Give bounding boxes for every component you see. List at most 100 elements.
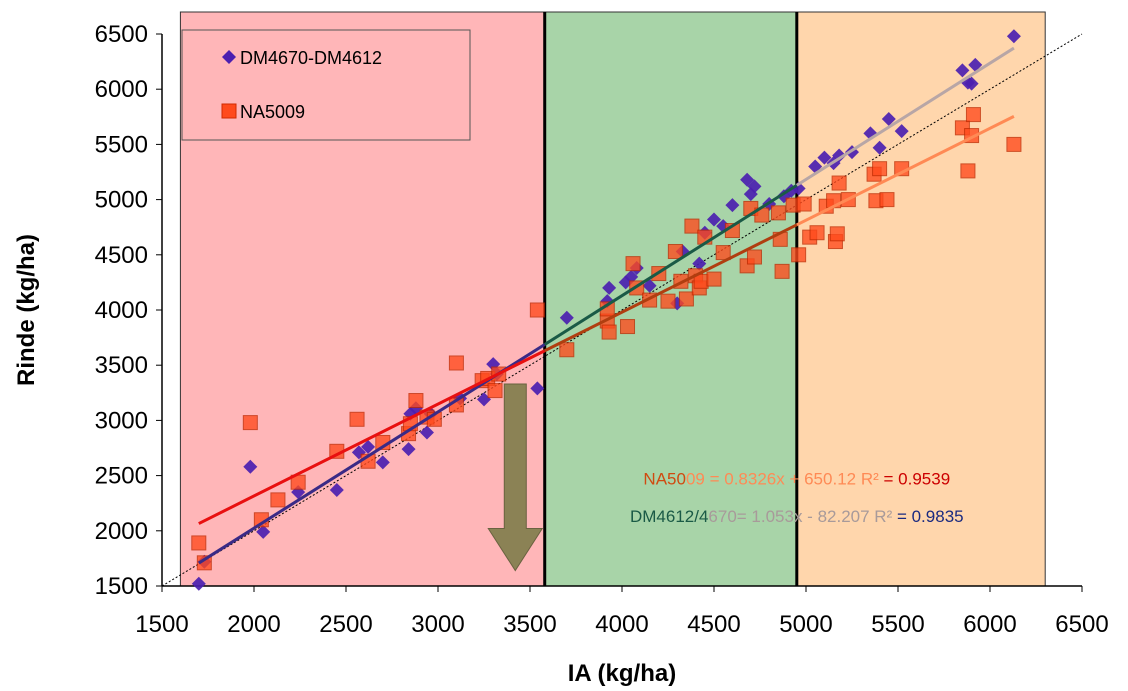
point-na-35 — [684, 218, 700, 234]
point-dm-21 — [602, 280, 617, 295]
y-tick-label-8: 5500 — [95, 131, 148, 158]
point-na-1 — [196, 555, 212, 571]
trendline-0-seg-1 — [543, 183, 798, 346]
down-arrow — [487, 383, 544, 572]
point-dm-8 — [375, 455, 390, 470]
point-dm-2 — [243, 459, 258, 474]
point-na-26 — [620, 319, 636, 335]
trendlines-layer — [197, 46, 1015, 565]
point-na-40 — [706, 271, 722, 287]
point-na-49 — [774, 263, 790, 279]
point-na-52 — [796, 196, 812, 212]
point-dm-15 — [477, 392, 491, 407]
legend: DM4670-DM4612 NA5009 — [181, 29, 471, 141]
x-tick-label-1: 2000 — [227, 611, 280, 638]
point-dm-28 — [692, 256, 707, 271]
point-na-4 — [270, 492, 286, 508]
point-dm-47 — [881, 112, 896, 127]
y-tick-label-1: 2000 — [95, 518, 148, 545]
equation-0: NA5009 = 0.8326x + 650.12 R² = 0.9539 — [643, 469, 950, 488]
y-ticks: 1500 2000 2500 3000 3500 4000 4500 5000 5500 6000… — [95, 21, 162, 600]
point-na-22 — [559, 342, 575, 358]
y-tick-label-4: 3500 — [95, 352, 148, 379]
y-tick-label-6: 4500 — [95, 242, 148, 269]
zone-2 — [796, 11, 1046, 587]
trendline-0-seg-2 — [795, 46, 1015, 187]
point-dm-46 — [872, 140, 887, 155]
point-na-7 — [349, 411, 365, 427]
point-na-16 — [448, 355, 464, 371]
point-dm-32 — [725, 198, 740, 213]
point-na-31 — [660, 293, 676, 309]
legend-label-dm: DM4670-DM4612 — [240, 48, 382, 68]
legend-box — [181, 29, 471, 141]
point-dm-12 — [419, 425, 434, 440]
point-na-2 — [242, 415, 258, 431]
point-na-58 — [829, 226, 845, 242]
point-dm-52 — [968, 57, 983, 72]
point-dm-18 — [530, 381, 545, 396]
equations-layer: NA5009 = 0.8326x + 650.12 R² = 0.9539 DM4… — [630, 469, 964, 526]
x-tick-label-7: 5000 — [779, 611, 832, 638]
point-na-47 — [770, 205, 786, 221]
point-na-69 — [965, 107, 981, 123]
x-tick-label-0: 1500 — [135, 611, 188, 638]
trendline-1-seg-1 — [544, 223, 798, 353]
point-dm-23 — [624, 269, 639, 284]
point-na-64 — [879, 192, 895, 208]
point-na-32 — [667, 243, 683, 259]
point-na-54 — [809, 225, 825, 241]
point-na-34 — [678, 291, 694, 307]
point-dm-0 — [191, 576, 206, 591]
point-na-27 — [625, 256, 641, 272]
x-tick-label-8: 5500 — [871, 611, 924, 638]
legend-marker-dm — [222, 50, 236, 64]
point-na-45 — [746, 249, 762, 265]
identity-line-layer — [161, 33, 1083, 587]
x-tick-label-9: 6000 — [963, 611, 1016, 638]
equation-0-part-0: NA50 — [643, 469, 686, 488]
arrow-layer — [487, 383, 544, 572]
point-dm-51 — [964, 76, 979, 91]
y-axis-title: Rinde (kg/ha) — [13, 234, 40, 386]
point-dm-3 — [256, 524, 271, 539]
x-ticks: 1500 2000 2500 3000 3500 4000 4500 5000 5500 6000… — [135, 586, 1109, 638]
point-na-0 — [191, 535, 207, 551]
point-na-51 — [791, 247, 807, 263]
point-dm-5 — [329, 482, 344, 497]
legend-label-na: NA5009 — [240, 102, 305, 122]
equation-0-part-2: = 0.9539 — [884, 469, 951, 488]
point-na-59 — [831, 175, 847, 191]
point-dm-19 — [559, 310, 574, 325]
trendline-1-seg-2 — [796, 115, 1015, 227]
x-tick-label-4: 3500 — [503, 611, 556, 638]
legend-marker-na — [221, 103, 237, 119]
x-tick-label-10: 6500 — [1055, 611, 1108, 638]
x-tick-label-6: 4500 — [687, 611, 740, 638]
point-na-21 — [529, 302, 545, 318]
point-dm-30 — [707, 212, 721, 227]
point-dm-41 — [817, 150, 832, 165]
equation-1-part-0: DM4612/4 — [630, 507, 708, 526]
equation-1-part-1: 670= 1.053x - 82.207 R² — [708, 507, 897, 526]
y-tick-label-0: 1500 — [95, 573, 148, 600]
y-tick-label-5: 4000 — [95, 297, 148, 324]
equation-1: DM4612/4670= 1.053x - 82.207 R² = 0.9835 — [630, 507, 964, 526]
point-dm-48 — [894, 124, 909, 139]
y-tick-label-7: 5000 — [95, 187, 148, 214]
trendline-1-seg-0 — [198, 349, 546, 525]
x-axis-title: IA (kg/ha) — [568, 660, 676, 687]
point-dm-7 — [361, 439, 376, 454]
point-na-63 — [872, 161, 888, 177]
point-na-19 — [487, 383, 503, 399]
x-tick-label-5: 4000 — [595, 611, 648, 638]
point-na-25 — [601, 324, 617, 340]
point-na-70 — [1006, 136, 1022, 152]
equation-1-part-2: = 0.9835 — [897, 507, 964, 526]
equation-0-part-1: 09 = 0.8326x + 650.12 R² — [686, 469, 884, 488]
y-tick-label-3: 3000 — [95, 407, 148, 434]
point-dm-9 — [401, 442, 416, 457]
point-dm-49 — [955, 63, 970, 78]
y-tick-label-9: 6000 — [95, 76, 148, 103]
